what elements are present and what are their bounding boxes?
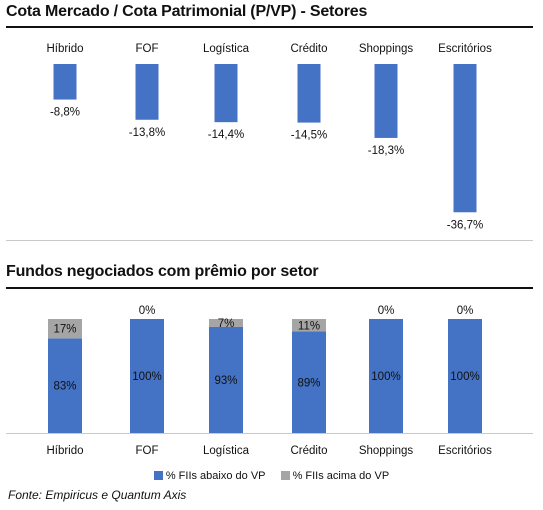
legend-label-abaixo: % FIIs abaixo do VP <box>165 470 266 482</box>
chart2-category-label: Logística <box>203 445 250 457</box>
chart2-bar-acima <box>292 319 326 332</box>
chart2-category-label: FOF <box>136 445 159 457</box>
legend-item-abaixo: % FIIs abaixo do VP <box>153 470 266 482</box>
chart2-bar-abaixo <box>130 319 164 433</box>
legend-swatch-abaixo <box>153 471 163 480</box>
chart2-category-label: Híbrido <box>46 445 83 457</box>
chart1-data-label: -36,7% <box>447 219 483 231</box>
chart1-data-label: -18,3% <box>368 145 404 157</box>
legend-swatch-acima <box>280 471 290 480</box>
chart2-data-label-abaixo: 100% <box>132 371 161 383</box>
section-divider <box>6 240 533 241</box>
chart2-data-label-abaixo: 83% <box>53 381 76 393</box>
chart1-bar <box>53 64 77 100</box>
chart1-category-label: Híbrido <box>46 43 83 55</box>
legend-item-acima: % FIIs acima do VP <box>280 470 390 482</box>
chart2-data-label-acima: 7% <box>218 318 235 330</box>
chart1-data-label: -13,8% <box>129 127 165 139</box>
chart2-data-label-abaixo: 100% <box>450 371 479 383</box>
chart2-data-label-abaixo: 100% <box>371 371 400 383</box>
chart2-data-label-acima: 0% <box>139 305 156 317</box>
chart1-data-label: -14,4% <box>208 129 244 141</box>
chart2-bar-abaixo <box>448 319 482 433</box>
chart1-bar <box>374 64 398 138</box>
chart2-bar-abaixo <box>209 326 243 433</box>
chart2-category-label: Shoppings <box>359 445 414 457</box>
chart1-data-label: -8,8% <box>50 107 80 119</box>
legend-label-acima: % FIIs acima do VP <box>292 470 390 482</box>
chart1-title: Cota Mercado / Cota Patrimonial (P/VP) -… <box>6 3 368 20</box>
chart1-data-label: -14,5% <box>291 130 327 142</box>
chart1-bar <box>214 64 238 123</box>
chart1-category-label: Logística <box>203 43 250 55</box>
chart2-data-label-acima: 0% <box>378 305 395 317</box>
source-note: Fonte: Empiricus e Quantum Axis <box>8 488 187 502</box>
chart2-title: Fundos negociados com prêmio por setor <box>6 263 319 280</box>
chart1-category-label: FOF <box>136 43 159 55</box>
chart1-bar <box>135 64 159 120</box>
chart2-data-label-acima: 17% <box>53 324 76 336</box>
chart1-category-label: Escritórios <box>438 43 492 55</box>
chart2-bar-abaixo <box>292 331 326 433</box>
chart2-category-label: Escritórios <box>438 445 492 457</box>
chart1-bar <box>453 64 477 213</box>
chart2-bar-acima <box>209 319 243 327</box>
chart2-data-label-acima: 11% <box>298 320 320 332</box>
chart1-category-label: Crédito <box>290 43 327 55</box>
chart1-title-rule <box>6 26 533 28</box>
chart2-bar-acima <box>48 319 82 339</box>
chart2-data-label-abaixo: 89% <box>297 377 320 389</box>
chart2-bar-abaixo <box>48 338 82 433</box>
chart1-category-label: Shoppings <box>359 43 414 55</box>
chart2-title-rule <box>6 287 533 289</box>
chart2-data-label-acima: 0% <box>457 305 474 317</box>
chart2-category-label: Crédito <box>290 445 327 457</box>
chart2-bar-abaixo <box>369 319 403 433</box>
chart1-bar <box>297 64 321 123</box>
chart2-baseline <box>6 433 533 434</box>
chart2-data-label-abaixo: 93% <box>214 375 237 387</box>
chart2-legend: % FIIs abaixo do VP % FIIs acima do VP <box>0 470 543 482</box>
